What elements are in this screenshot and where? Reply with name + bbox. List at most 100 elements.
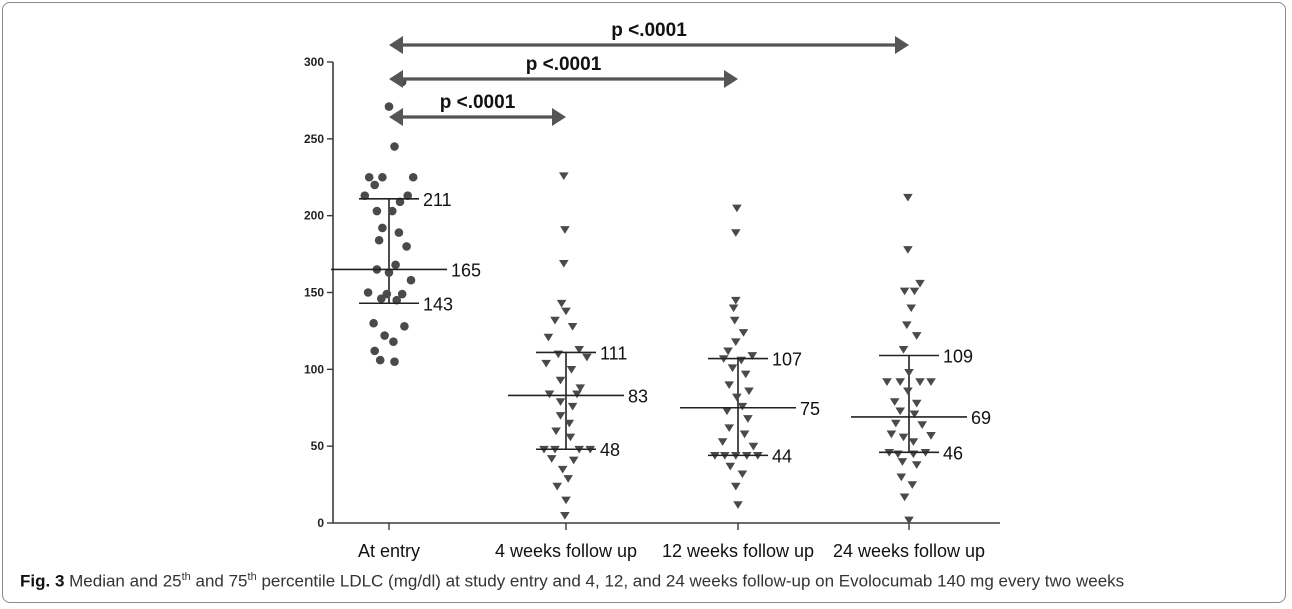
data-point xyxy=(903,193,913,202)
data-point xyxy=(744,387,754,396)
data-point xyxy=(364,172,374,182)
p75-label: 109 xyxy=(943,347,973,367)
data-point xyxy=(743,415,753,423)
data-point xyxy=(731,338,741,346)
data-point xyxy=(899,287,910,296)
data-point xyxy=(896,473,907,482)
y-tick-label: 300 xyxy=(304,55,324,69)
comparison-arrow-head-right xyxy=(552,108,566,126)
data-point xyxy=(390,357,399,366)
data-point xyxy=(391,260,400,270)
data-point xyxy=(389,337,398,346)
caption-fig-label: Fig. 3 xyxy=(20,571,65,591)
data-point xyxy=(568,456,579,465)
median-label: 69 xyxy=(971,408,991,428)
y-tick-label: 100 xyxy=(304,362,324,376)
data-point xyxy=(727,364,738,373)
median-label: 75 xyxy=(800,399,820,419)
data-point xyxy=(748,442,759,451)
p25-label: 46 xyxy=(943,443,963,463)
data-point xyxy=(561,496,571,505)
data-point xyxy=(408,172,418,182)
data-point xyxy=(541,359,551,368)
comparison-p-value: p <.0001 xyxy=(526,54,602,75)
data-point xyxy=(378,172,387,182)
data-point xyxy=(559,259,569,268)
data-point xyxy=(574,345,584,354)
data-point xyxy=(906,304,916,313)
data-point xyxy=(729,316,740,325)
data-point xyxy=(403,191,413,200)
data-point xyxy=(572,390,582,399)
data-point xyxy=(567,402,578,411)
p25-label: 143 xyxy=(423,294,453,314)
data-point xyxy=(369,318,378,328)
data-point xyxy=(904,516,914,525)
data-point xyxy=(555,376,566,385)
comparison-p-value: p <.0001 xyxy=(440,92,516,113)
data-point xyxy=(725,462,736,471)
p25-label: 48 xyxy=(600,440,620,460)
data-point xyxy=(889,398,900,406)
caption-sup-1: th xyxy=(181,571,191,583)
data-point xyxy=(406,275,416,285)
caption-text-2: and 75 xyxy=(190,571,248,591)
data-point xyxy=(738,329,749,337)
data-point xyxy=(740,370,751,379)
data-point xyxy=(564,419,575,428)
data-point xyxy=(732,204,742,213)
median-label: 83 xyxy=(628,386,648,406)
data-point xyxy=(737,470,748,479)
data-point xyxy=(560,511,570,520)
caption-text-3: percentile LDLC (mg/dl) at study entry a… xyxy=(256,571,1125,591)
p75-label: 211 xyxy=(423,190,452,210)
data-point xyxy=(737,402,748,411)
data-point xyxy=(917,421,927,429)
data-point xyxy=(375,355,385,365)
data-point xyxy=(555,412,566,420)
data-point xyxy=(395,197,405,207)
data-point xyxy=(723,347,733,356)
data-point xyxy=(380,331,389,340)
data-point xyxy=(903,246,913,254)
data-point xyxy=(898,433,909,442)
data-point xyxy=(543,333,554,342)
data-point xyxy=(733,501,743,509)
data-point xyxy=(567,322,578,331)
data-point xyxy=(561,307,571,316)
median-label: 165 xyxy=(451,260,481,280)
data-point xyxy=(909,410,920,419)
ldlc-scatter-chart: 0 50 100 150 200 250 300 At entry 4 weeks follow… xyxy=(304,20,1000,561)
data-point xyxy=(360,191,370,200)
data-point xyxy=(544,390,555,399)
data-point xyxy=(747,352,758,360)
comparison-arrow-head-right xyxy=(895,36,909,54)
data-point xyxy=(552,482,562,491)
data-point xyxy=(895,407,905,416)
data-point xyxy=(565,433,576,442)
data-point xyxy=(739,430,750,439)
data-point xyxy=(722,407,732,416)
data-point xyxy=(374,235,384,245)
y-tick-label: 250 xyxy=(304,132,324,146)
data-point xyxy=(898,345,909,354)
data-point xyxy=(392,295,402,305)
data-point xyxy=(915,279,925,288)
data-point xyxy=(372,206,382,216)
data-point xyxy=(911,399,922,408)
data-point xyxy=(731,482,741,491)
data-point xyxy=(908,438,919,446)
figure-caption: Fig. 3 Median and 25th and 75th percenti… xyxy=(20,571,1280,592)
x-tick-label: At entry xyxy=(358,541,420,561)
y-tick-label: 0 xyxy=(317,516,324,530)
data-point xyxy=(891,419,901,428)
data-point xyxy=(717,438,728,446)
x-tick-label: 4 weeks follow up xyxy=(495,541,637,561)
data-point xyxy=(390,142,399,151)
comparison-arrow-head-left xyxy=(389,36,403,54)
data-point xyxy=(909,287,920,296)
data-point xyxy=(895,378,905,386)
data-point xyxy=(731,296,741,305)
caption-sup-2: th xyxy=(247,571,257,583)
